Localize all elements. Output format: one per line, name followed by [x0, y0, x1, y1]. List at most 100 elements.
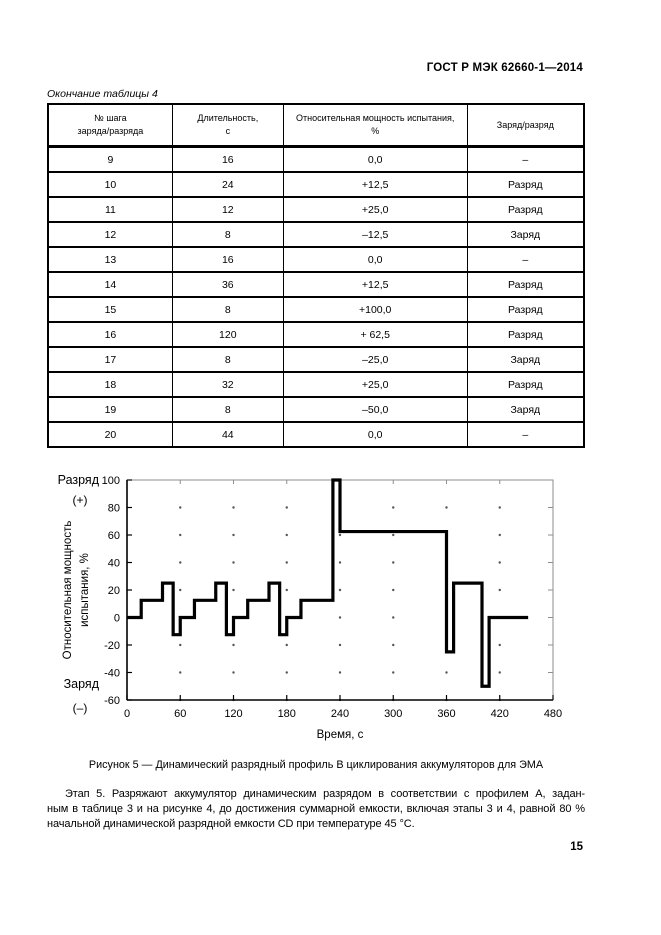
x-tick-label: 240: [331, 708, 349, 720]
x-tick-label: 120: [224, 708, 242, 720]
table-row: 10 24 +12,5 Разряд: [47, 171, 585, 198]
table-cell: 11: [47, 196, 173, 223]
table-cell: 8: [171, 396, 284, 423]
grid-dot: [232, 561, 235, 564]
table-continuation-note: Окончание таблицы 4: [47, 88, 158, 100]
body-paragraph: Этап 5. Разряжают аккумулятор динамическ…: [47, 787, 585, 832]
table-cell: 8: [171, 346, 284, 373]
table-cell: 16: [171, 246, 284, 273]
table-cell: +12,5: [282, 171, 468, 198]
table-cell: +25,0: [282, 371, 468, 398]
x-tick-label: 60: [174, 708, 186, 720]
y-tick-label: 80: [108, 503, 120, 515]
table-cell: 36: [171, 271, 284, 298]
table-cell: Разряд: [466, 371, 585, 398]
table-row: 12 8 –12,5 Заряд: [47, 221, 585, 248]
grid-dot: [392, 671, 395, 674]
grid-dot: [498, 533, 501, 537]
grid-dot: [445, 506, 448, 509]
table-cell: 0,0: [282, 145, 468, 173]
grid-dot: [338, 588, 342, 592]
table-cell: –25,0: [282, 346, 468, 373]
table-cell: +25,0: [282, 196, 468, 223]
grid-dot: [285, 671, 288, 674]
table-cell: 16: [171, 145, 284, 173]
table-cell: 0,0: [282, 246, 468, 273]
table-cell: Заряд: [466, 396, 585, 423]
y-tick-label: -40: [104, 668, 120, 680]
charge-label: Заряд: [64, 677, 100, 691]
y-tick-label: 0: [114, 613, 120, 625]
table-cell: 0,0: [282, 421, 468, 448]
x-tick-label: 0: [124, 708, 130, 720]
x-tick-label: 180: [278, 708, 296, 720]
table-header-cell: № шага заряда/разряда: [47, 103, 173, 148]
grid-dot: [392, 643, 395, 647]
table-cell: 44: [171, 421, 284, 448]
table-header-cell: Относительная мощность испытания, %: [282, 103, 468, 148]
test-profile-table: № шага заряда/разряда Длительность, с Отно…: [47, 103, 585, 448]
grid-dot: [392, 561, 395, 564]
table-cell: 13: [47, 246, 173, 273]
grid-dot: [179, 506, 182, 509]
grid-dot: [285, 506, 288, 509]
table-cell: 9: [47, 145, 173, 173]
table-cell: 12: [171, 196, 284, 223]
grid-dot: [179, 671, 182, 674]
table-header-cell: Длительность, с: [171, 103, 284, 148]
table-cell: 20: [47, 421, 173, 448]
paragraph-line: Этап 5. Разряжают аккумулятор динамическ…: [65, 788, 585, 800]
grid-dot: [338, 643, 342, 647]
grid-dot: [285, 588, 288, 592]
page-number: 15: [570, 841, 583, 853]
grid-dot: [498, 561, 501, 564]
table-cell: +12,5: [282, 271, 468, 298]
x-axis-label: Время, с: [317, 729, 364, 741]
y-tick-label: 100: [102, 475, 120, 487]
table-cell: 32: [171, 371, 284, 398]
table-cell: 16: [47, 321, 173, 348]
grid-dot: [498, 506, 501, 509]
table-row: 17 8 –25,0 Заряд: [47, 346, 585, 373]
grid-dot: [232, 671, 235, 674]
grid-dot: [232, 533, 235, 537]
grid-dot: [232, 506, 235, 509]
table-cell: 24: [171, 171, 284, 198]
table-cell: Разряд: [466, 321, 585, 348]
document-header: ГОСТ Р МЭК 62660-1—2014: [426, 62, 583, 74]
y-tick-label: 40: [108, 558, 120, 570]
table-row: 19 8 –50,0 Заряд: [47, 396, 585, 423]
discharge-sign: (+): [73, 493, 88, 507]
x-tick-label: 360: [437, 708, 455, 720]
table-cell: 10: [47, 171, 173, 198]
table-cell: –: [466, 246, 585, 273]
table-cell: –: [466, 145, 585, 173]
grid-dot: [338, 616, 342, 619]
table-cell: –: [466, 421, 585, 448]
table-cell: Заряд: [466, 221, 585, 248]
table-cell: +100,0: [282, 296, 468, 323]
table-cell: Разряд: [466, 196, 585, 223]
table-cell: –12,5: [282, 221, 468, 248]
y-tick-label: -20: [104, 640, 120, 652]
table-row: 16 120 + 62,5 Разряд: [47, 321, 585, 348]
table-cell: 18: [47, 371, 173, 398]
table-row: 18 32 +25,0 Разряд: [47, 371, 585, 398]
y-tick-label: 60: [108, 530, 120, 542]
profile-step-line: [127, 478, 529, 688]
table-cell: Разряд: [466, 171, 585, 198]
grid-dot: [498, 643, 501, 647]
table-row: 15 8 +100,0 Разряд: [47, 296, 585, 323]
figure-caption: Рисунок 5 — Динамический разрядный профи…: [88, 759, 544, 771]
table-cell: + 62,5: [282, 321, 468, 348]
figure-5-chart: 0 60 120 180 240 300 360 420 480 -60 -40 -20 0 20 40 60…: [55, 462, 605, 750]
table-cell: Разряд: [466, 296, 585, 323]
y-tick-label: -60: [104, 695, 120, 707]
grid-dot: [232, 588, 235, 592]
table-cell: 120: [171, 321, 284, 348]
table-body: 9 16 0,0–10 24 +12,5 Разряд 11 12 +25,0 Разряд 12 8…: [47, 145, 585, 448]
table-row: 14 36 +12,5 Разряд: [47, 271, 585, 298]
grid-dot: [392, 506, 395, 509]
grid-dot: [392, 533, 395, 537]
charge-sign: (–): [73, 701, 88, 715]
